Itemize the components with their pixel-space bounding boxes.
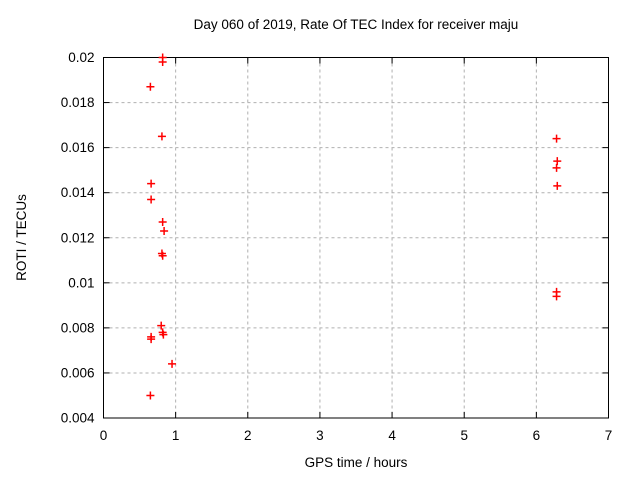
data-point-marker <box>146 82 155 91</box>
y-tick-label: 0.016 <box>61 140 95 155</box>
data-point-marker <box>168 359 177 368</box>
x-tick-label: 6 <box>533 428 541 443</box>
x-tick-label: 4 <box>388 428 396 443</box>
data-point-marker <box>553 157 562 166</box>
chart-title: Day 060 of 2019, Rate Of TEC Index for r… <box>193 17 519 32</box>
x-axis-label: GPS time / hours <box>304 455 408 470</box>
x-tick-label: 3 <box>316 428 324 443</box>
y-tick-label: 0.014 <box>61 185 95 200</box>
data-point-marker <box>147 195 156 204</box>
data-point-marker <box>147 335 156 344</box>
y-tick-label: 0.006 <box>61 365 95 380</box>
y-tick-label: 0.004 <box>61 411 95 426</box>
data-point-marker <box>158 217 167 226</box>
x-tick-label: 1 <box>172 428 180 443</box>
x-tick-label: 2 <box>244 428 252 443</box>
data-point-marker <box>552 292 561 301</box>
data-point-marker <box>147 179 156 188</box>
y-tick-label: 0.02 <box>68 50 94 65</box>
data-point-marker <box>157 132 166 141</box>
data-point-marker <box>157 321 166 330</box>
data-point-marker <box>158 251 167 260</box>
x-tick-label: 0 <box>100 428 108 443</box>
data-point-marker <box>160 226 169 235</box>
y-tick-label: 0.01 <box>68 275 94 290</box>
data-point-marker <box>552 163 561 172</box>
y-tick-label: 0.018 <box>61 95 95 110</box>
y-tick-label: 0.008 <box>61 320 95 335</box>
data-point-marker <box>552 134 561 143</box>
data-point-marker <box>146 391 155 400</box>
x-tick-label: 7 <box>605 428 613 443</box>
data-point-marker <box>158 58 167 67</box>
y-tick-label: 0.012 <box>61 230 95 245</box>
x-tick-label: 5 <box>460 428 468 443</box>
data-point-marker <box>553 181 562 190</box>
data-point-marker <box>159 330 168 339</box>
